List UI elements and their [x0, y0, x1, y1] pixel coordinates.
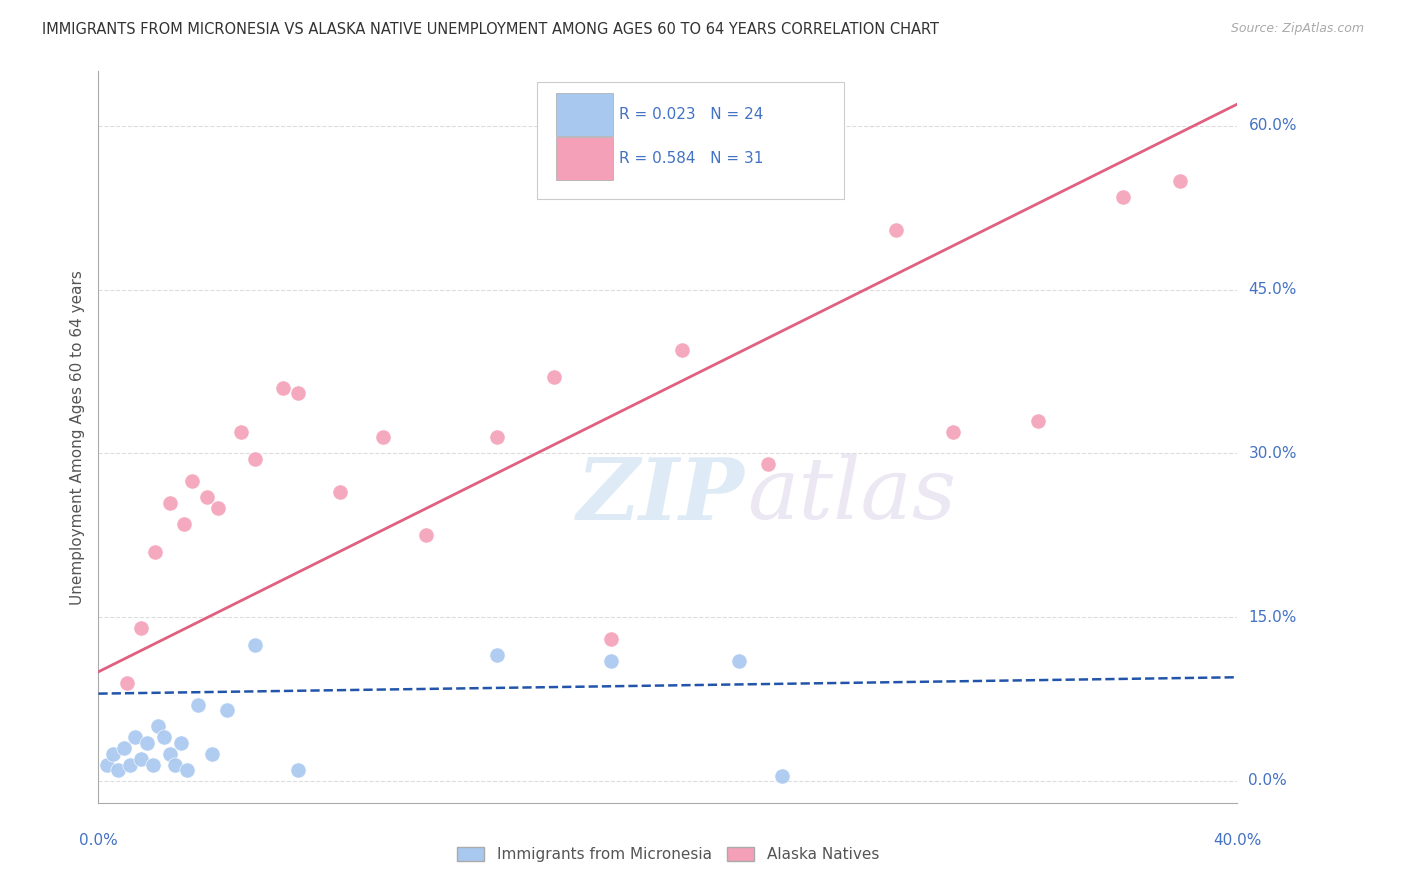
Point	[243, 451, 266, 466]
Point	[273, 381, 295, 395]
Point	[371, 430, 394, 444]
Point	[159, 747, 181, 761]
Point	[486, 430, 509, 444]
Point	[153, 731, 176, 745]
Point	[135, 736, 157, 750]
Text: 40.0%: 40.0%	[1213, 833, 1261, 848]
Point	[96, 757, 118, 772]
Point	[486, 648, 509, 663]
Text: 60.0%: 60.0%	[1249, 119, 1296, 134]
FancyBboxPatch shape	[557, 94, 613, 136]
Text: ZIP: ZIP	[576, 454, 745, 537]
Point	[207, 501, 229, 516]
Point	[112, 741, 135, 756]
Text: 0.0%: 0.0%	[1249, 773, 1286, 789]
Point	[600, 654, 623, 668]
Point	[287, 386, 309, 401]
Point	[176, 763, 198, 777]
Point	[1170, 173, 1192, 187]
Point	[165, 757, 187, 772]
Point	[129, 621, 152, 635]
Point	[1112, 190, 1135, 204]
Point	[115, 675, 138, 690]
Text: atlas: atlas	[748, 454, 956, 537]
Point	[101, 747, 124, 761]
Text: 15.0%: 15.0%	[1249, 610, 1296, 624]
Point	[756, 458, 779, 472]
Y-axis label: Unemployment Among Ages 60 to 64 years: Unemployment Among Ages 60 to 64 years	[70, 269, 86, 605]
FancyBboxPatch shape	[557, 137, 613, 179]
Point	[770, 768, 793, 782]
Text: IMMIGRANTS FROM MICRONESIA VS ALASKA NATIVE UNEMPLOYMENT AMONG AGES 60 TO 64 YEA: IMMIGRANTS FROM MICRONESIA VS ALASKA NAT…	[42, 22, 939, 37]
Point	[600, 632, 623, 646]
Point	[124, 731, 146, 745]
Point	[181, 474, 204, 488]
Point	[799, 179, 821, 194]
Point	[229, 425, 252, 439]
Point	[671, 343, 693, 357]
Text: 30.0%: 30.0%	[1249, 446, 1296, 461]
Point	[118, 757, 141, 772]
Text: 45.0%: 45.0%	[1249, 282, 1296, 297]
Point	[187, 698, 209, 712]
Text: Source: ZipAtlas.com: Source: ZipAtlas.com	[1230, 22, 1364, 36]
Point	[159, 495, 181, 509]
Text: R = 0.584   N = 31: R = 0.584 N = 31	[619, 151, 763, 166]
Point	[148, 719, 170, 733]
Text: 0.0%: 0.0%	[79, 833, 118, 848]
Point	[942, 425, 965, 439]
Point	[287, 763, 309, 777]
Text: R = 0.023   N = 24: R = 0.023 N = 24	[619, 107, 763, 122]
Point	[141, 757, 163, 772]
Point	[129, 752, 152, 766]
Point	[543, 370, 565, 384]
Point	[728, 654, 751, 668]
Point	[215, 703, 238, 717]
Point	[107, 763, 129, 777]
Legend: Immigrants from Micronesia, Alaska Natives: Immigrants from Micronesia, Alaska Nativ…	[451, 840, 884, 868]
FancyBboxPatch shape	[537, 82, 845, 200]
Point	[1026, 414, 1049, 428]
Point	[884, 222, 907, 236]
Point	[195, 490, 218, 504]
Point	[145, 545, 167, 559]
Point	[201, 747, 224, 761]
Point	[243, 638, 266, 652]
Point	[415, 528, 437, 542]
Point	[329, 484, 352, 499]
Point	[170, 736, 193, 750]
Point	[173, 517, 195, 532]
